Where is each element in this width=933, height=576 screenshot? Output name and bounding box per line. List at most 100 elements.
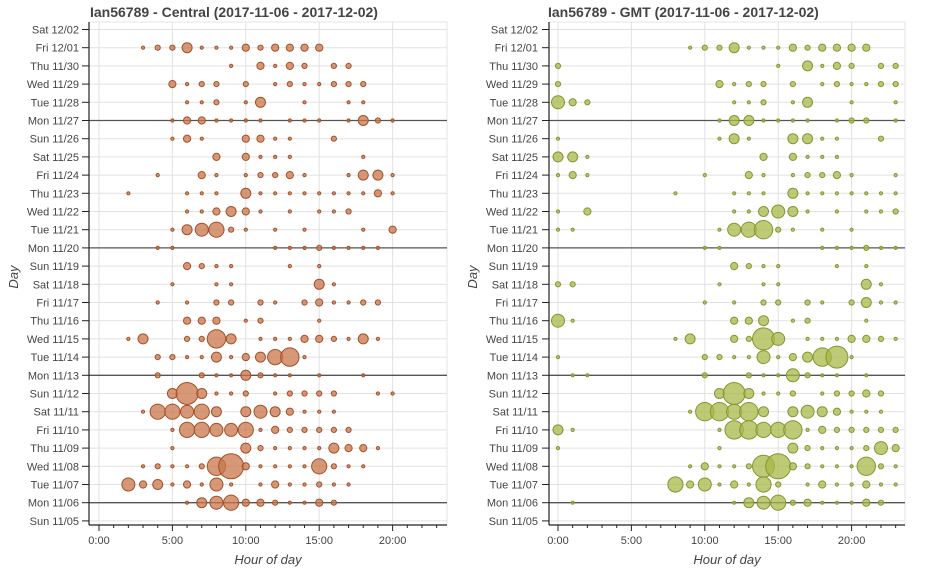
data-point xyxy=(862,334,871,343)
data-point xyxy=(834,464,840,469)
data-point xyxy=(732,82,737,87)
data-point xyxy=(789,499,796,506)
x-axis-label: Hour of day xyxy=(693,552,762,567)
data-point xyxy=(311,458,328,475)
data-point xyxy=(717,245,722,250)
data-point xyxy=(175,382,199,405)
y-tick-label: Tue 11/07 xyxy=(490,480,538,492)
data-point xyxy=(702,300,707,305)
data-point xyxy=(862,389,871,398)
data-point xyxy=(802,60,814,72)
data-point xyxy=(315,298,324,307)
y-tick-label: Sat 11/11 xyxy=(34,407,79,419)
y-tick-label: Mon 11/27 xyxy=(487,116,538,128)
data-point xyxy=(716,354,723,361)
data-point xyxy=(761,264,766,269)
data-point xyxy=(372,169,384,181)
data-point xyxy=(256,61,265,71)
data-point xyxy=(315,498,324,507)
data-point xyxy=(832,407,842,416)
data-point xyxy=(286,81,293,88)
data-point xyxy=(776,118,781,123)
data-point xyxy=(169,44,176,51)
data-point xyxy=(730,480,739,489)
data-point xyxy=(271,480,280,489)
data-point xyxy=(184,209,190,214)
data-point xyxy=(302,500,307,505)
data-point xyxy=(287,245,292,250)
y-tick-label: Wed 11/15 xyxy=(486,334,538,346)
data-point xyxy=(258,209,263,214)
data-point xyxy=(243,173,248,178)
data-point xyxy=(893,191,898,196)
y-tick-label: Fri 11/17 xyxy=(36,298,79,310)
x-axis-label: Hour of day xyxy=(234,552,303,567)
data-point xyxy=(154,372,161,379)
data-point xyxy=(361,227,366,232)
data-point xyxy=(224,422,239,437)
data-point xyxy=(758,406,770,418)
data-point xyxy=(834,118,840,123)
data-point xyxy=(184,100,190,105)
data-point xyxy=(684,333,696,345)
data-point xyxy=(229,391,234,396)
data-point xyxy=(878,482,884,487)
data-point xyxy=(199,355,204,360)
data-point xyxy=(849,409,854,414)
data-point xyxy=(199,191,204,196)
data-point xyxy=(892,208,899,215)
data-point xyxy=(344,444,353,453)
data-point xyxy=(717,227,722,232)
data-point xyxy=(862,480,871,489)
x-tick-label: 5:00 xyxy=(162,535,183,547)
data-point xyxy=(316,390,323,397)
data-point xyxy=(863,244,870,251)
chart-title: Ian56789 - GMT (2017-11-06 - 2017-12-02) xyxy=(548,4,819,20)
data-point xyxy=(182,134,192,143)
data-point xyxy=(357,333,369,345)
data-point xyxy=(273,245,278,250)
data-point xyxy=(759,152,768,161)
data-point xyxy=(771,204,786,219)
data-point xyxy=(330,499,337,506)
data-point xyxy=(258,336,263,341)
data-point xyxy=(730,316,739,325)
data-point xyxy=(790,118,795,123)
data-point xyxy=(820,136,825,141)
data-point xyxy=(317,318,322,323)
data-point xyxy=(790,173,795,178)
data-point xyxy=(805,427,810,432)
data-point xyxy=(317,373,322,378)
data-point xyxy=(258,482,263,487)
data-point xyxy=(816,406,828,418)
data-point xyxy=(208,221,225,238)
data-point xyxy=(756,495,771,510)
data-point xyxy=(834,446,840,451)
data-point xyxy=(771,331,786,346)
chart-title: Ian56789 - Central (2017-11-06 - 2017-12… xyxy=(90,4,378,20)
data-point xyxy=(273,191,278,196)
y-tick-label: Tue 11/28 xyxy=(490,97,538,109)
data-point xyxy=(285,407,294,416)
data-point xyxy=(555,355,561,360)
data-point xyxy=(229,355,234,360)
data-point xyxy=(776,373,781,378)
x-tick-label: 20:00 xyxy=(379,535,407,547)
data-point xyxy=(228,299,235,306)
y-tick-label: Wed 11/08 xyxy=(27,461,79,473)
data-point xyxy=(149,403,166,420)
data-point xyxy=(359,444,368,453)
y-tick-label: Sun 11/05 xyxy=(30,516,79,528)
data-point xyxy=(257,317,264,324)
data-point xyxy=(229,482,234,487)
data-point xyxy=(287,336,292,341)
data-point xyxy=(583,207,592,216)
x-tick-label: 0:00 xyxy=(88,535,109,547)
data-point xyxy=(330,81,337,88)
data-point xyxy=(213,99,220,106)
data-point xyxy=(746,45,751,50)
data-point xyxy=(302,409,307,414)
data-point xyxy=(345,426,352,433)
data-point xyxy=(856,456,876,476)
